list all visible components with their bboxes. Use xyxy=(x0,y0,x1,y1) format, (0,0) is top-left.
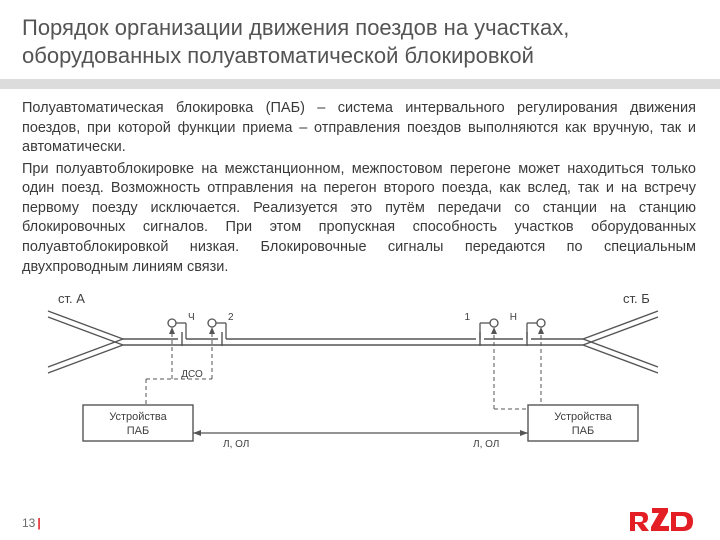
signal-1: 1 xyxy=(464,312,470,323)
pab-box-left-l2: ПАБ xyxy=(127,425,149,437)
station-a-label: ст. А xyxy=(58,291,85,306)
body-text: Полуавтоматическая блокировка (ПАБ) – си… xyxy=(0,89,720,277)
signal-n: Н xyxy=(510,312,517,323)
paragraph-2: При полуавтоблокировке на межстанционном… xyxy=(22,160,696,277)
line-label-right: Л, ОЛ xyxy=(473,439,499,450)
divider-bar xyxy=(0,79,720,89)
signal-ch: Ч xyxy=(188,312,195,323)
paragraph-1: Полуавтоматическая блокировка (ПАБ) – си… xyxy=(22,99,696,158)
schematic-svg: Ч 2 1 Н ст. А ст. Б xyxy=(28,287,688,452)
station-b-label: ст. Б xyxy=(623,291,650,306)
rzd-logo xyxy=(626,506,698,536)
signal-2: 2 xyxy=(228,312,234,323)
page-number: 13 xyxy=(22,516,35,530)
pab-box-left-l1: Устройства xyxy=(109,411,167,423)
dso-label: ДСО xyxy=(181,369,203,380)
slide-title: Порядок организации движения поездов на … xyxy=(22,14,696,69)
pab-box-right-l1: Устройства xyxy=(554,411,612,423)
page-number-bar: | xyxy=(37,516,40,530)
diagram: Ч 2 1 Н ст. А ст. Б xyxy=(0,279,720,452)
slide: Порядок организации движения поездов на … xyxy=(0,0,720,540)
title-block: Порядок организации движения поездов на … xyxy=(0,0,720,79)
footer: 13| xyxy=(22,516,41,530)
line-label-left: Л, ОЛ xyxy=(223,439,249,450)
pab-box-right-l2: ПАБ xyxy=(572,425,594,437)
